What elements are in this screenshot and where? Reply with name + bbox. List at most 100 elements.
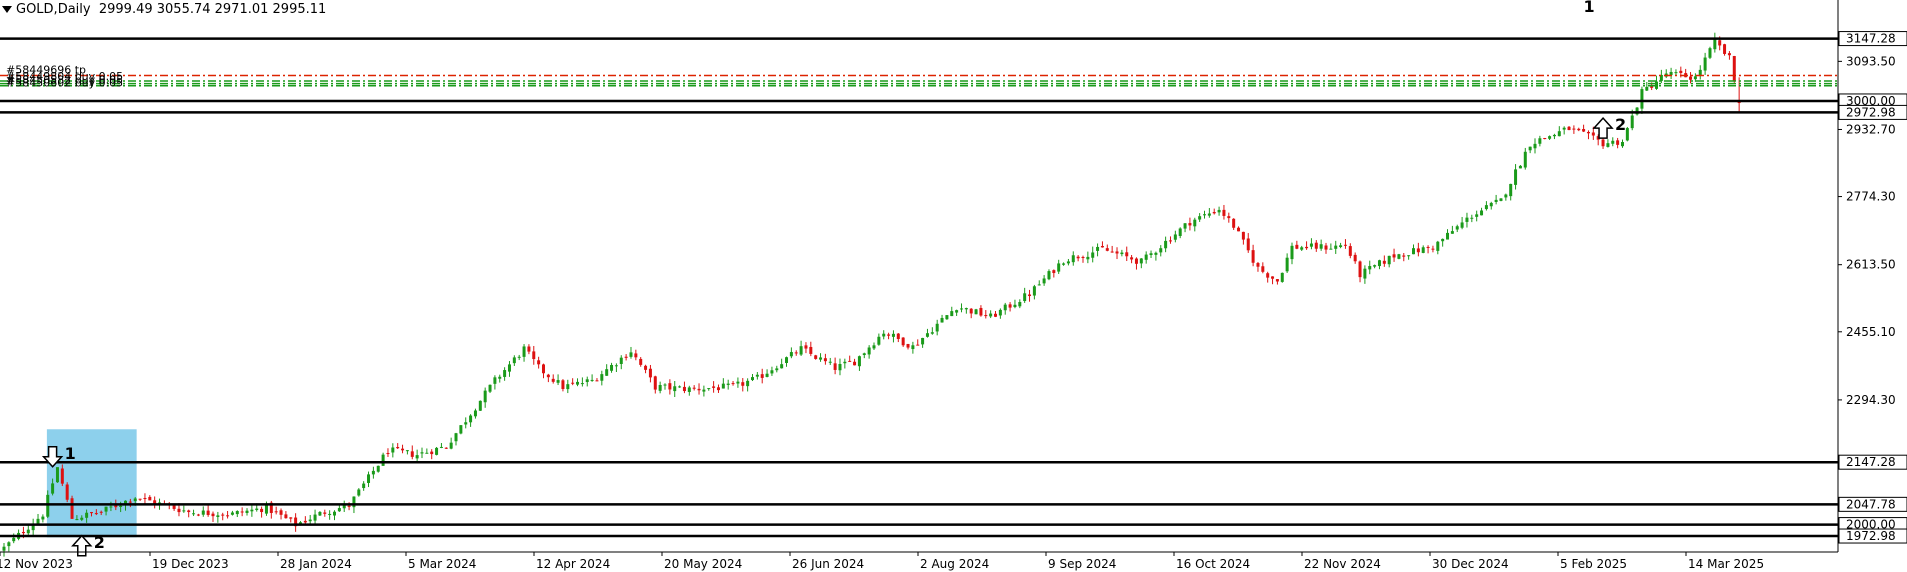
candle: [1616, 137, 1620, 149]
candle: [1203, 210, 1207, 219]
candle: [478, 400, 482, 412]
candle-body: [478, 400, 482, 411]
candle-body: [799, 346, 803, 355]
candle: [60, 464, 64, 487]
candle: [566, 379, 570, 394]
candle: [867, 345, 871, 359]
candle: [678, 385, 682, 388]
candle: [240, 507, 244, 517]
candle-body: [1168, 240, 1172, 242]
candle: [1261, 262, 1265, 274]
candle-body: [935, 323, 939, 332]
candle-body: [1606, 143, 1610, 147]
candle-body: [143, 497, 147, 499]
candle-body: [1062, 263, 1066, 265]
candle-body: [1577, 128, 1581, 131]
annotation: 2: [1592, 115, 1626, 139]
y-tick-label: 2774.30: [1846, 190, 1896, 204]
candle: [1528, 146, 1532, 154]
candle-body: [507, 364, 511, 372]
candle: [1460, 216, 1464, 230]
candle: [284, 511, 288, 519]
candle: [1436, 240, 1440, 255]
candle-body: [916, 344, 920, 346]
level-price-label: 3147.28: [1846, 32, 1896, 46]
candle: [211, 511, 215, 522]
candle: [1193, 217, 1197, 232]
candle: [736, 377, 740, 388]
candle-body: [1732, 56, 1736, 81]
candle: [1392, 248, 1396, 262]
candle: [391, 443, 395, 458]
candle: [828, 357, 832, 365]
candle-body: [1222, 209, 1226, 216]
candle: [770, 366, 774, 376]
candle: [590, 374, 594, 382]
candle-body: [1037, 284, 1041, 286]
candle: [99, 510, 103, 516]
candle: [755, 372, 759, 380]
candle-body: [1426, 246, 1430, 248]
candle: [1125, 246, 1129, 262]
candle: [1421, 245, 1425, 254]
candle-body: [828, 361, 832, 363]
candle: [1353, 252, 1357, 264]
candle: [687, 385, 691, 396]
candle-body: [1655, 81, 1659, 89]
candle: [7, 541, 11, 552]
candle-body: [1489, 202, 1493, 207]
candle-body: [707, 388, 711, 390]
candle-body: [230, 512, 234, 515]
candle: [1076, 255, 1080, 262]
candle-body: [1110, 251, 1114, 253]
candle-body: [551, 378, 555, 382]
candle-body: [1514, 169, 1518, 185]
candle-body: [1543, 138, 1547, 140]
candle-body: [1689, 76, 1693, 80]
candle-body: [503, 370, 507, 377]
candle-body: [182, 510, 186, 512]
candle: [576, 378, 580, 387]
candle-body: [1407, 255, 1411, 257]
candle-body: [1305, 246, 1309, 249]
horizontal-levels-layer: [0, 37, 1838, 538]
candle-body: [974, 309, 978, 315]
candle: [872, 342, 876, 350]
candle-body: [848, 360, 852, 362]
candle-body: [405, 450, 409, 452]
candle-body: [1499, 198, 1503, 201]
candle: [1562, 126, 1566, 135]
candle: [313, 509, 317, 526]
candle: [624, 354, 628, 361]
candle: [187, 509, 191, 518]
candle: [1659, 69, 1663, 84]
candle-body: [7, 542, 11, 547]
dropdown-triangle-icon[interactable]: [2, 6, 12, 13]
candle: [1387, 255, 1391, 268]
candle-body: [435, 447, 439, 455]
candle: [648, 364, 652, 383]
candle-body: [226, 515, 230, 517]
candle: [1382, 255, 1386, 267]
candle: [916, 339, 920, 346]
candle-body: [1582, 128, 1586, 132]
candle: [989, 310, 993, 319]
candle-body: [1183, 223, 1187, 229]
candle: [85, 509, 89, 523]
candle-body: [94, 513, 98, 515]
x-tick-label: 19 Dec 2023: [152, 557, 229, 571]
candle-body: [41, 516, 45, 520]
candle: [473, 408, 477, 419]
candle-body: [1402, 255, 1406, 257]
candle: [1066, 258, 1070, 266]
candle: [1222, 204, 1226, 220]
candle: [663, 383, 667, 390]
candle: [1008, 302, 1012, 312]
candle: [1052, 269, 1056, 278]
candle-body: [1693, 76, 1697, 80]
candle: [1071, 251, 1075, 266]
level-price-label: 2147.28: [1846, 455, 1896, 469]
candle: [1086, 251, 1090, 264]
candle: [1348, 243, 1352, 259]
